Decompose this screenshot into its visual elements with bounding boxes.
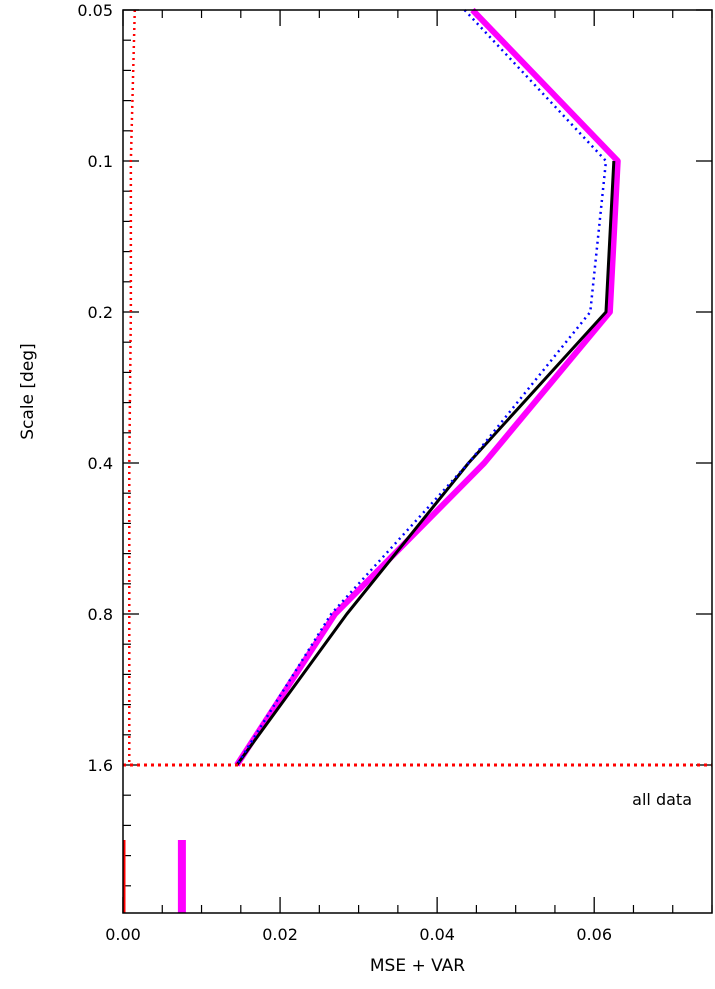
y-tick-label: 1.6 — [88, 756, 113, 775]
plot-frame — [122, 9, 713, 914]
series-line-2 — [235, 9, 608, 766]
y-tick-label: 0.05 — [77, 1, 113, 20]
x-tick-label: 0.02 — [262, 925, 298, 944]
y-tick-label: 0.8 — [88, 605, 113, 624]
series-group — [123, 7, 712, 767]
x-tick-label: 0.06 — [576, 925, 612, 944]
series-line-3 — [128, 9, 137, 765]
axis-ticks — [122, 9, 713, 913]
x-tick-label: 0.00 — [105, 925, 141, 944]
y-axis-label: Scale [deg] — [18, 343, 38, 439]
y-tick-label: 0.1 — [88, 152, 113, 171]
x-tick-label: 0.04 — [419, 925, 455, 944]
all-data-label: all data — [632, 790, 692, 809]
y-tick-label: 0.2 — [88, 303, 113, 322]
x-axis-label: MSE + VAR — [370, 956, 465, 976]
tick-labels: 0.00 0.02 0.04 0.06 0.05 0.1 0.2 0.4 0.8 1.6 — [77, 1, 612, 944]
all-data-markers — [122, 840, 186, 913]
series-line-0 — [234, 7, 621, 767]
y-tick-label: 0.4 — [88, 454, 113, 473]
